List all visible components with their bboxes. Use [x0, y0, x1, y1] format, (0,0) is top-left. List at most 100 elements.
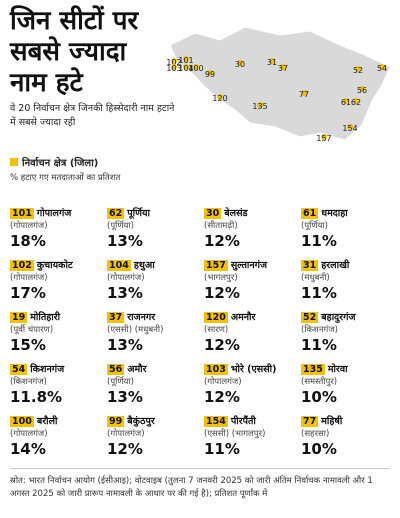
entry-head: 31 हरलाखी	[301, 258, 395, 271]
entry-share: 13%	[107, 388, 143, 406]
entry-share: 11%	[301, 284, 337, 302]
map-dot	[301, 90, 307, 96]
entry-name: धमदाहा	[321, 208, 348, 219]
entry-head: 56 अमौर	[107, 362, 201, 375]
entry: 120 अमनौर (सारण) 12%	[204, 310, 298, 360]
entry-district: (गोपालगंज)	[107, 429, 145, 439]
entry-district: (समस्तीपुर)	[301, 377, 338, 387]
entry-district: (एससी) (मधुबनी)	[107, 325, 164, 335]
entry: 100 बरौली (गोपालगंज) 14%	[10, 414, 104, 464]
legend-text: निर्वाचन क्षेत्र (जिला)	[22, 158, 99, 169]
map-dot	[343, 98, 349, 104]
entry: 104 हथुआ (गोपालगंज) 13%	[107, 258, 201, 308]
entry-share: 10%	[301, 388, 337, 406]
entry-share: 12%	[204, 284, 240, 302]
map-dot	[280, 64, 286, 70]
legend-constituency: निर्वाचन क्षेत्र (जिला)	[10, 155, 98, 169]
entry: 157 सुल्तानगंज (भागलपुर) 12%	[204, 258, 298, 308]
entry-district: (किशनगंज)	[301, 325, 338, 335]
entry-number: 99	[107, 416, 125, 427]
entry-head: 104 हथुआ	[107, 258, 201, 271]
entry-name: हरलाखी	[321, 260, 350, 271]
entry-number: 52	[301, 312, 319, 323]
map-dot	[207, 70, 213, 76]
entry-share: 17%	[10, 284, 46, 302]
entry-name: बैकुंठपुर	[127, 416, 155, 427]
entry-head: 99 बैकुंठपुर	[107, 414, 201, 427]
entry-number: 135	[301, 364, 325, 375]
map-dot	[171, 64, 177, 70]
entry-district: (पूर्णिया)	[301, 221, 328, 231]
map-dot	[171, 58, 177, 64]
entry-number: 101	[10, 208, 34, 219]
entry-share: 12%	[204, 232, 240, 250]
entry-share: 10%	[301, 440, 337, 458]
entry-share: 15%	[10, 336, 46, 354]
entry-district: (गोपालगंज)	[10, 429, 48, 439]
map-dot	[217, 94, 223, 100]
entry-number: 100	[10, 416, 34, 427]
map-dot	[183, 56, 189, 62]
entry-name: मोरवा	[327, 364, 348, 375]
entry-name: अमौर	[127, 364, 147, 375]
map-label: 54	[377, 64, 387, 73]
entry: 54 किशनगंज (किशनगंज) 11.8%	[10, 362, 104, 412]
entry-number: 77	[301, 416, 319, 427]
entry-district: (सहरसा)	[301, 429, 330, 439]
entry: 102 कुचायकोट (गोपालगंज) 17%	[10, 258, 104, 308]
subtitle: वे 20 निर्वाचन क्षेत्र जिनकी हिस्सेदारी …	[10, 103, 175, 128]
entry-share: 11%	[204, 440, 240, 458]
map-label: 62	[351, 98, 361, 107]
map-dot	[257, 102, 263, 108]
entry-district: (गोपालगंज)	[10, 273, 48, 283]
entry-district: (पूर्णिया)	[107, 377, 134, 387]
map-label: 154	[342, 124, 357, 133]
entry: 30 बेलसंड (सीतामढ़ी) 12%	[204, 206, 298, 256]
entry-head: 52 बहादुरगंज	[301, 310, 395, 323]
entry-name: सुल्तानगंज	[230, 260, 268, 271]
map-label: 102	[166, 58, 181, 67]
entry-share: 12%	[204, 336, 240, 354]
entry-name: पीरपैंती	[230, 416, 256, 427]
entry: 154 पीरपैंती (एससी) (भागलपुर) 11%	[204, 414, 298, 464]
entry-number: 103	[204, 364, 228, 375]
entry-head: 157 सुल्तानगंज	[204, 258, 298, 271]
entry-district: (किशनगंज)	[10, 377, 47, 387]
map-label: 31	[267, 58, 277, 67]
entry-number: 19	[10, 312, 28, 323]
map-label: 56	[357, 86, 367, 95]
entry-number: 56	[107, 364, 125, 375]
map-label: 99	[205, 70, 215, 79]
entry-name: महिषी	[321, 416, 343, 427]
entry-share: 13%	[107, 336, 143, 354]
entry-head: 102 कुचायकोट	[10, 258, 104, 271]
entry-number: 154	[204, 416, 228, 427]
entry: 52 बहादुरगंज (किशनगंज) 11%	[301, 310, 395, 360]
entry-head: 61 धमदाहा	[301, 206, 395, 219]
entry-number: 30	[204, 208, 222, 219]
entry-share: 14%	[10, 440, 46, 458]
entry-name: कुचायकोट	[36, 260, 73, 271]
entry-head: 120 अमनौर	[204, 310, 298, 323]
entry-share: 12%	[204, 388, 240, 406]
entry-share: 11.8%	[10, 388, 63, 406]
entry-name: पूर्णिया	[127, 208, 150, 219]
map-label: 135	[252, 102, 267, 111]
entry-share: 13%	[107, 284, 143, 302]
entry-district: (पूर्वी चंपारण)	[10, 325, 54, 335]
entry-name: मोतिहारी	[30, 312, 61, 323]
map-dot	[237, 60, 243, 66]
entry-number: 102	[10, 260, 34, 271]
map-dot	[379, 64, 385, 70]
entry-number: 62	[107, 208, 125, 219]
map-label: 37	[278, 64, 288, 73]
entry-head: 37 राजनगर	[107, 310, 201, 323]
entry-district: (पूर्णिया)	[107, 221, 134, 231]
entry-head: 62 पूर्णिया	[107, 206, 201, 219]
entry-name: बरौली	[36, 416, 58, 427]
entry: 19 मोतिहारी (पूर्वी चंपारण) 15%	[10, 310, 104, 360]
map-shape	[169, 26, 391, 141]
entry-share: 11%	[301, 336, 337, 354]
entry-name: भोरे (एससी)	[230, 364, 277, 375]
entry-district: (गोपालगंज)	[10, 221, 48, 231]
